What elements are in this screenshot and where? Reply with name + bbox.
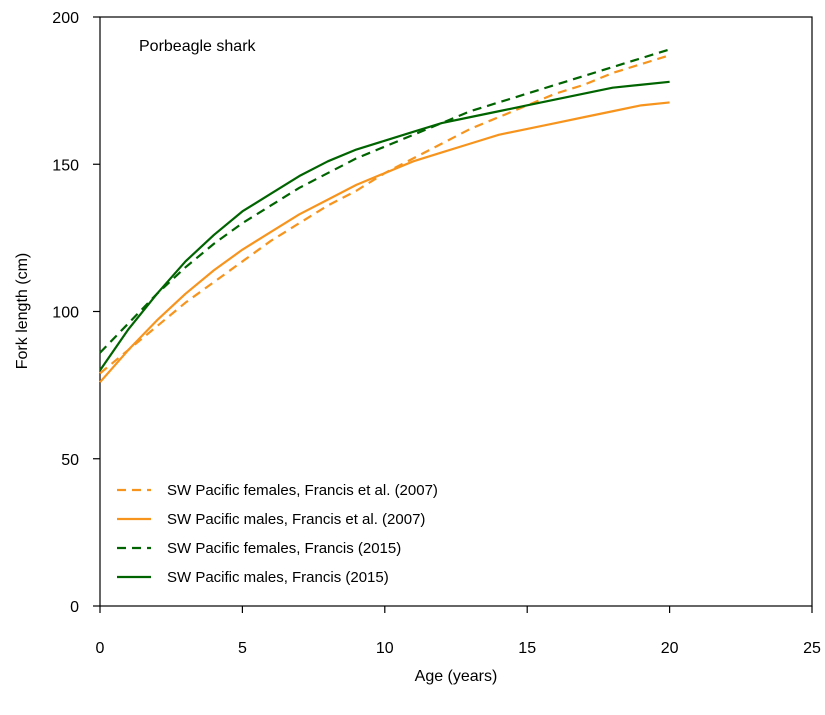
legend-label: SW Pacific males, Francis (2015) xyxy=(167,569,389,586)
legend-label: SW Pacific females, Francis (2015) xyxy=(167,540,401,557)
x-axis: 0 5 10 15 20 25 xyxy=(96,606,821,657)
y-tick-label: 150 xyxy=(52,157,79,174)
chart-annotation: Porbeagle shark xyxy=(139,38,257,55)
x-tick-label: 25 xyxy=(803,640,821,657)
series-layer xyxy=(99,48,670,383)
series-line-1 xyxy=(99,54,670,375)
legend-label: SW Pacific females, Francis et al. (2007… xyxy=(167,482,438,499)
x-tick-label: 20 xyxy=(661,640,679,657)
series-line-4 xyxy=(99,80,670,372)
series-line-3 xyxy=(99,48,670,354)
legend: SW Pacific females, Francis et al. (2007… xyxy=(117,482,438,586)
x-axis-title: Age (years) xyxy=(415,668,498,685)
y-axis-title: Fork length (cm) xyxy=(14,253,31,369)
y-tick-label: 100 xyxy=(52,305,79,322)
y-tick-label: 50 xyxy=(61,452,79,469)
series-line-2 xyxy=(99,101,670,383)
x-tick-label: 15 xyxy=(518,640,536,657)
x-tick-label: 10 xyxy=(376,640,394,657)
x-tick-label: 5 xyxy=(238,640,247,657)
y-tick-label: 200 xyxy=(52,10,79,27)
legend-label: SW Pacific males, Francis et al. (2007) xyxy=(167,511,425,528)
y-axis: 0 50 100 150 200 xyxy=(52,10,100,616)
x-tick-label: 0 xyxy=(96,640,105,657)
y-tick-label: 0 xyxy=(70,599,79,616)
